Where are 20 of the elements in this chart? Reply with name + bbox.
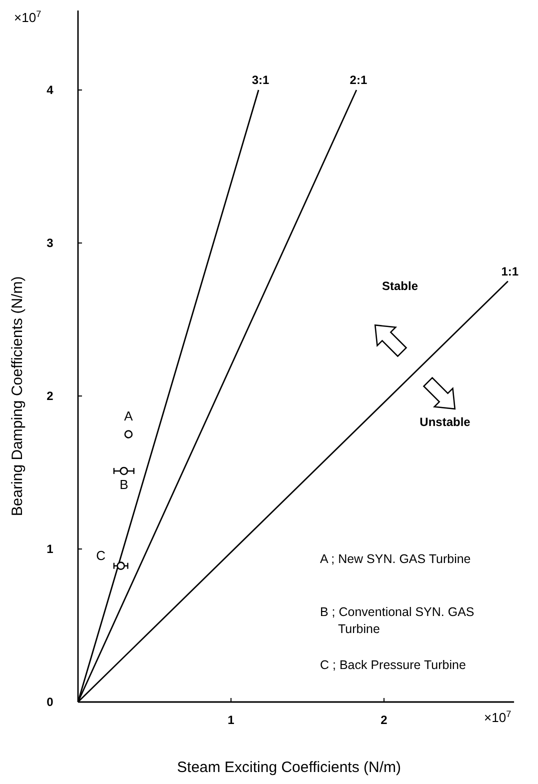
y-tick-label: 0 <box>46 695 54 709</box>
annotation: B ; Conventional SYN. GAS Turbine <box>320 605 474 636</box>
series-label: 1:1 <box>501 264 519 278</box>
annotation: C <box>96 548 106 563</box>
text: ×10$^{7}$ <box>484 709 512 725</box>
y-tick-label: 2 <box>46 389 54 403</box>
series-label: 3:1 <box>252 73 270 87</box>
series-label: 2:1 <box>350 73 368 87</box>
annotation: A ; New SYN. GAS Turbine <box>320 552 471 566</box>
annotation: B <box>120 476 128 492</box>
y-tick-label: 4 <box>46 83 54 97</box>
annotation: C ; Back Pressure Turbine <box>320 658 466 672</box>
y-tick-label: 3 <box>46 236 54 250</box>
y-tick-label: 1 <box>46 542 54 556</box>
annotation: A <box>124 408 134 424</box>
x-axis-title: Steam Exciting Coefficients (N/m) <box>177 759 401 776</box>
annotation: Unstable <box>420 415 471 429</box>
text: ×10$^{7}$ <box>14 9 42 25</box>
annotation: Stable <box>382 279 418 293</box>
y-axis-title: Bearing Damping Coefficients (N/m) <box>9 276 26 516</box>
